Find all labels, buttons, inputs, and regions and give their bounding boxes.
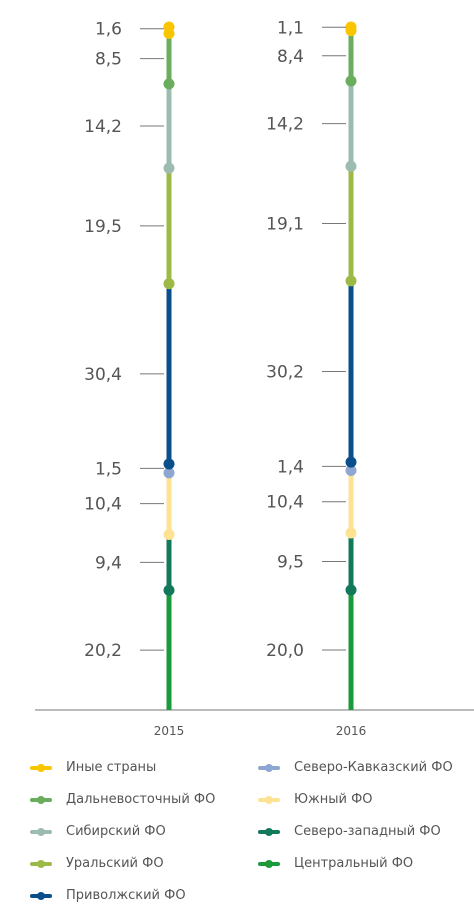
legend-swatch bbox=[30, 763, 52, 772]
segment-marker bbox=[163, 467, 175, 479]
segment-marker bbox=[163, 528, 175, 540]
legend-item: Северо-Кавказский ФО bbox=[258, 760, 453, 775]
legend-label: Иные страны bbox=[66, 760, 157, 775]
segment-marker bbox=[345, 465, 357, 477]
legend-label: Северо-Кавказский ФО bbox=[294, 760, 453, 775]
segment-marker bbox=[345, 21, 357, 33]
segment-marker bbox=[345, 456, 357, 468]
legend-item: Сибирский ФО bbox=[30, 824, 166, 839]
segment-marker bbox=[163, 21, 175, 33]
legend-item: Дальневосточный ФО bbox=[30, 792, 215, 807]
data-label: 9,5 bbox=[277, 552, 304, 572]
legend-label: Дальневосточный ФО bbox=[66, 792, 216, 807]
stacked-chart: 20,2 9,4 10,4 1,5 30,4 19,5 14,2 8,5 1,6 20,0 9,5 1… bbox=[35, 18, 474, 738]
data-label: 9,4 bbox=[95, 553, 122, 573]
data-label: 1,5 bbox=[95, 459, 122, 479]
segment-marker bbox=[345, 584, 357, 596]
data-label: 20,2 bbox=[84, 641, 122, 661]
data-label: 14,2 bbox=[266, 115, 304, 135]
legend-item: Северо-западный ФО bbox=[258, 824, 441, 839]
data-label: 1,1 bbox=[277, 18, 304, 38]
legend-swatch bbox=[30, 827, 52, 836]
segment-marker bbox=[345, 527, 357, 539]
data-label: 8,5 bbox=[95, 50, 122, 70]
legend-swatch bbox=[30, 891, 52, 900]
legend-label: Северо-западный ФО bbox=[294, 824, 441, 839]
legend-item: Южный ФО bbox=[258, 792, 373, 807]
legend-swatch bbox=[30, 859, 52, 868]
data-label: 30,2 bbox=[266, 363, 304, 383]
data-label: 19,5 bbox=[84, 217, 122, 237]
segment-marker bbox=[345, 75, 357, 87]
data-label: 20,0 bbox=[266, 641, 304, 661]
legend-swatch bbox=[30, 795, 52, 804]
legend-label: Уральский ФО bbox=[66, 856, 164, 871]
legend-item: Приволжский ФО bbox=[30, 888, 186, 903]
data-label: 10,4 bbox=[84, 495, 122, 515]
x-tick-label: 2015 bbox=[154, 724, 185, 738]
segment-marker bbox=[163, 78, 175, 90]
legend-swatch bbox=[258, 827, 280, 836]
legend-label: Южный ФО bbox=[294, 792, 373, 807]
segment-marker bbox=[163, 584, 175, 596]
data-label: 10,4 bbox=[266, 493, 304, 513]
legend-swatch bbox=[258, 859, 280, 868]
legend-item: Уральский ФО bbox=[30, 856, 164, 871]
data-label: 19,1 bbox=[266, 215, 304, 235]
legend-label: Центральный ФО bbox=[294, 856, 414, 871]
data-label: 1,4 bbox=[277, 457, 304, 477]
x-tick-label: 2016 bbox=[336, 724, 367, 738]
legend-label: Приволжский ФО bbox=[66, 888, 186, 903]
segment-marker bbox=[345, 160, 357, 172]
legend-label: Сибирский ФО bbox=[66, 824, 166, 839]
segment-marker bbox=[345, 275, 357, 287]
legend-swatch bbox=[258, 763, 280, 772]
data-label: 8,4 bbox=[277, 47, 304, 67]
data-label: 1,6 bbox=[95, 20, 122, 40]
data-label: 14,2 bbox=[84, 117, 122, 137]
data-label: 30,4 bbox=[84, 365, 122, 385]
legend-item: Центральный ФО bbox=[258, 856, 413, 871]
legend-swatch bbox=[258, 795, 280, 804]
segment-marker bbox=[163, 162, 175, 174]
segment-marker bbox=[163, 458, 175, 470]
legend-item: Иные страны bbox=[30, 760, 156, 775]
segment-marker bbox=[163, 278, 175, 290]
